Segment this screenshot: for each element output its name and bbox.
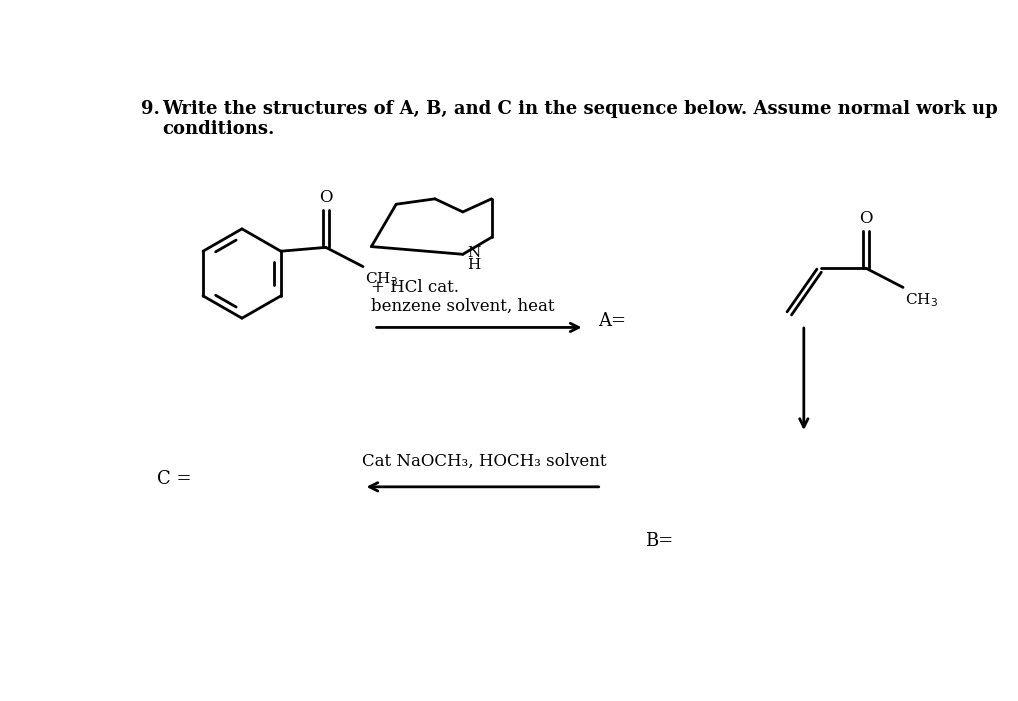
Text: N: N	[467, 246, 480, 260]
Text: 9.: 9.	[142, 100, 160, 118]
Text: C =: C =	[157, 470, 191, 488]
Text: B=: B=	[645, 532, 673, 550]
Text: CH$_3$: CH$_3$	[905, 291, 939, 309]
Text: + HCl cat.: + HCl cat.	[372, 279, 459, 296]
Text: conditions.: conditions.	[162, 120, 275, 137]
Text: benzene solvent, heat: benzene solvent, heat	[372, 297, 555, 315]
Text: O: O	[319, 189, 333, 206]
Text: O: O	[859, 210, 872, 226]
Text: CH$_3$: CH$_3$	[365, 271, 398, 288]
Text: Cat NaOCH₃, HOCH₃ solvent: Cat NaOCH₃, HOCH₃ solvent	[361, 453, 606, 470]
Text: H: H	[467, 258, 480, 272]
Text: Write the structures of A, B, and C in the sequence below. Assume normal work up: Write the structures of A, B, and C in t…	[162, 100, 998, 118]
Text: A=: A=	[599, 312, 626, 330]
